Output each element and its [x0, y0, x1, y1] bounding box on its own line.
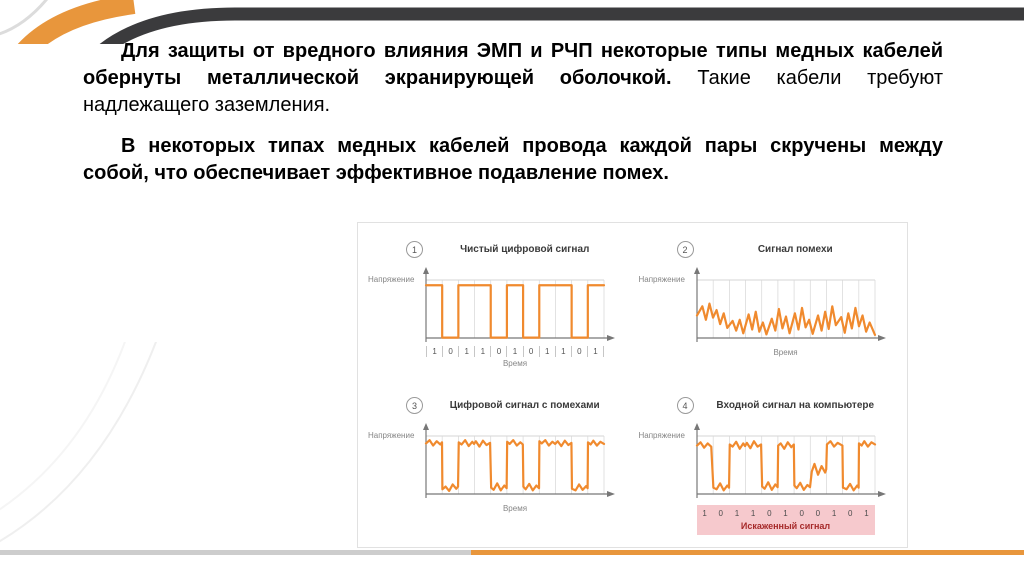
bit-value: 1 [831, 509, 837, 518]
bit-value: 0 [570, 346, 587, 357]
bit-value: 0 [799, 509, 804, 518]
header-dark-band [99, 7, 1024, 44]
bit-value: 1 [538, 346, 555, 357]
chart-number-badge: 4 [676, 397, 694, 414]
bit-value: 1 [864, 509, 869, 518]
subchart-computer-input-signal: 4 Входной сигнал на компьютере Напряжени… [639, 391, 898, 543]
header-decoration [0, 0, 1024, 44]
subchart-body: Напряжение [639, 266, 898, 346]
subchart-footer: Время [426, 502, 604, 513]
bit-value: 1 [734, 509, 740, 518]
signal-plot [423, 267, 615, 342]
paragraph-1-regular: Такие кабели требуют надлежащего заземле… [83, 67, 944, 116]
bit-value: 0 [522, 346, 539, 357]
bit-value: 1 [458, 346, 474, 357]
subchart-footer: Время [697, 346, 875, 357]
bit-value: 1 [586, 346, 603, 357]
footer-line-gray-segment [0, 550, 472, 555]
subchart-body: Напряжение [368, 266, 627, 346]
subchart-noisy-digital-signal: 3 Цифровой сигнал с помехами Напряжение … [368, 391, 627, 543]
subchart-header: 4 Входной сигнал на компьютере [676, 397, 898, 414]
distorted-signal-band: 1 0 1 1 0 1 0 0 1 0 1 Искаженный сигнал [696, 505, 875, 535]
x-axis-label: Время [502, 359, 528, 368]
x-axis-label: Время [502, 504, 528, 513]
signal-plot [693, 423, 886, 498]
bit-value: 0 [815, 509, 821, 518]
bit-value: 0 [718, 509, 723, 518]
subchart-body: Напряжение [639, 422, 898, 502]
body-paragraph-2: В некоторых типах медных кабелей провода… [83, 135, 943, 184]
subchart-noise-signal: 2 Сигнал помехи Напряжение Время [639, 235, 898, 387]
bit-value: 0 [767, 509, 772, 518]
subchart-header: 3 Цифровой сигнал с помехами [406, 397, 627, 414]
bit-labels: 1 0 1 1 0 1 0 0 1 0 1 [697, 508, 875, 519]
chart-title: Цифровой сигнал с помехами [449, 400, 600, 411]
bit-value: 0 [848, 509, 853, 518]
subchart-header: 1 Чистый цифровой сигнал [406, 241, 627, 258]
y-axis-label: Напряжение [368, 275, 415, 284]
y-axis-label: Напряжение [638, 431, 685, 440]
y-axis-label: Напряжение [638, 275, 685, 284]
chart-title: Сигнал помехи [757, 244, 833, 255]
bit-value: 1 [506, 346, 522, 357]
bit-value: 1 [702, 509, 707, 518]
bit-value: 0 [490, 346, 506, 357]
x-axis-label: Время [773, 348, 798, 357]
distorted-signal-label: Искаженный сигнал [740, 521, 831, 531]
bit-value: 1 [474, 346, 490, 357]
bit-value: 1 [783, 509, 788, 518]
bit-value: 1 [426, 346, 442, 357]
chart-number-badge: 3 [406, 397, 423, 414]
chart-number-badge: 2 [676, 241, 694, 258]
corner-decoration [0, 342, 157, 543]
signal-plot [693, 267, 886, 342]
y-axis-label: Напряжение [368, 431, 415, 440]
bit-value: 0 [442, 346, 458, 357]
footer-line-orange-segment [471, 550, 1024, 555]
chart-title: Чистый цифровой сигнал [460, 244, 590, 255]
chart-title: Входной сигнал на компьютере [716, 400, 875, 411]
body-paragraph-1: Для защиты от вредного влияния ЭМП и РЧП… [83, 38, 943, 119]
footer-accent-line [0, 550, 1024, 555]
bit-value: 1 [554, 346, 571, 357]
paragraph-1-bold: Для защиты от вредного влияния ЭМП и РЧП… [83, 40, 943, 89]
signal-plot [423, 423, 615, 498]
header-orange-band [17, 0, 136, 44]
subchart-header: 2 Сигнал помехи [676, 241, 898, 258]
header-gray-arc [0, 0, 49, 36]
bit-value: 1 [750, 509, 756, 518]
chart-number-badge: 1 [406, 241, 423, 258]
subchart-body: Напряжение [368, 422, 627, 502]
text-block: Для защиты от вредного влияния ЭМП и РЧП… [83, 38, 943, 201]
